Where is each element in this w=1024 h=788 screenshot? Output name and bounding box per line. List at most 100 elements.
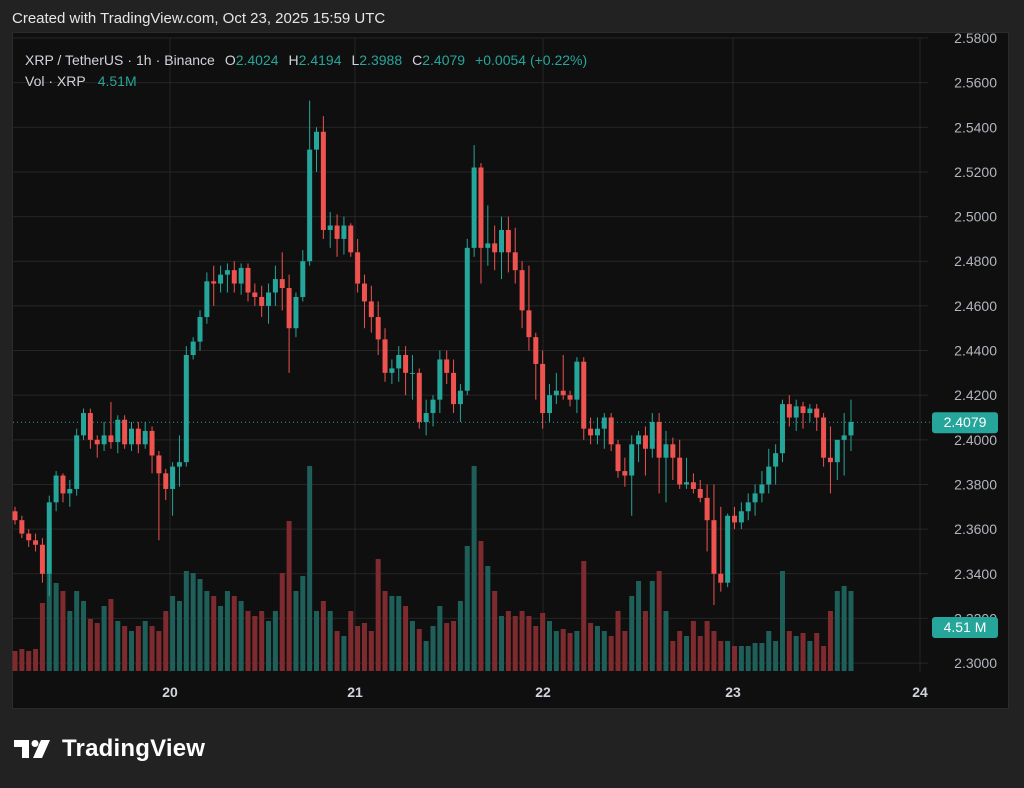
candle[interactable]: [94, 435, 100, 458]
candle[interactable]: [492, 225, 498, 271]
candle[interactable]: [348, 223, 354, 257]
candle[interactable]: [19, 515, 25, 539]
candle[interactable]: [245, 263, 251, 302]
candle[interactable]: [437, 350, 443, 414]
candle[interactable]: [218, 265, 224, 293]
candle[interactable]: [588, 417, 594, 445]
candle[interactable]: [821, 413, 827, 467]
candle[interactable]: [211, 265, 217, 306]
candle[interactable]: [732, 506, 738, 530]
candle[interactable]: [574, 357, 580, 414]
candle[interactable]: [238, 263, 244, 295]
candle[interactable]: [375, 301, 381, 355]
candle[interactable]: [471, 145, 477, 257]
candle[interactable]: [409, 355, 415, 400]
candle[interactable]: [170, 462, 176, 516]
candle[interactable]: [827, 426, 833, 494]
candle[interactable]: [341, 216, 347, 255]
candle[interactable]: [272, 265, 278, 306]
candle[interactable]: [142, 421, 148, 449]
candle[interactable]: [526, 265, 532, 351]
candle[interactable]: [320, 116, 326, 239]
candle[interactable]: [485, 205, 491, 266]
candle[interactable]: [629, 435, 635, 516]
candle[interactable]: [67, 480, 73, 507]
candle[interactable]: [307, 100, 313, 266]
candle[interactable]: [396, 346, 402, 382]
candle[interactable]: [807, 404, 813, 422]
candle[interactable]: [135, 421, 141, 454]
candle[interactable]: [553, 372, 559, 405]
candle[interactable]: [512, 227, 518, 284]
candle[interactable]: [293, 292, 299, 338]
candle[interactable]: [108, 401, 114, 449]
candle[interactable]: [403, 346, 409, 396]
candle[interactable]: [204, 272, 210, 324]
candle[interactable]: [39, 538, 45, 583]
candle[interactable]: [848, 399, 854, 451]
candle[interactable]: [478, 163, 484, 284]
candle[interactable]: [745, 493, 751, 521]
candle[interactable]: [128, 421, 134, 451]
candle[interactable]: [766, 448, 772, 494]
candle[interactable]: [779, 399, 785, 463]
candle[interactable]: [711, 484, 717, 606]
candle[interactable]: [451, 359, 457, 414]
candle[interactable]: [74, 428, 80, 496]
candle[interactable]: [26, 529, 32, 547]
interval-label[interactable]: 1h: [135, 52, 152, 68]
candle[interactable]: [81, 408, 87, 440]
candle[interactable]: [87, 408, 93, 449]
candle[interactable]: [608, 413, 614, 451]
candle[interactable]: [444, 350, 450, 385]
candle[interactable]: [286, 274, 292, 373]
candle[interactable]: [752, 484, 758, 516]
candle[interactable]: [149, 426, 155, 474]
candle[interactable]: [615, 439, 621, 478]
candle[interactable]: [430, 395, 436, 427]
candle[interactable]: [156, 450, 162, 541]
candle[interactable]: [122, 415, 128, 449]
candle[interactable]: [793, 399, 799, 431]
candle[interactable]: [546, 384, 552, 422]
candle[interactable]: [759, 471, 765, 503]
candle[interactable]: [567, 390, 573, 407]
candle[interactable]: [786, 395, 792, 427]
candle[interactable]: [46, 495, 52, 597]
candle[interactable]: [800, 401, 806, 429]
candle[interactable]: [423, 399, 429, 436]
candle[interactable]: [725, 513, 731, 588]
candle[interactable]: [334, 214, 340, 257]
candle[interactable]: [252, 283, 258, 306]
candle[interactable]: [224, 263, 230, 293]
candle[interactable]: [368, 285, 374, 333]
candle[interactable]: [663, 430, 669, 503]
candle[interactable]: [12, 506, 18, 525]
candle[interactable]: [519, 261, 525, 329]
candle[interactable]: [314, 127, 320, 172]
candle[interactable]: [704, 484, 710, 552]
candle[interactable]: [738, 502, 744, 530]
candle[interactable]: [382, 328, 388, 382]
candle[interactable]: [601, 413, 607, 449]
candle[interactable]: [53, 471, 59, 512]
candle[interactable]: [773, 444, 779, 485]
candle[interactable]: [163, 468, 169, 501]
candle[interactable]: [60, 473, 66, 503]
candle[interactable]: [300, 250, 306, 302]
candle[interactable]: [581, 357, 587, 440]
tradingview-brand[interactable]: TradingView: [14, 735, 205, 763]
candle[interactable]: [718, 506, 724, 592]
candle[interactable]: [183, 346, 189, 467]
candle[interactable]: [197, 310, 203, 351]
candle[interactable]: [697, 480, 703, 503]
candle[interactable]: [115, 415, 121, 454]
candle[interactable]: [670, 437, 676, 481]
candle[interactable]: [533, 332, 539, 400]
candle[interactable]: [649, 413, 655, 458]
candle[interactable]: [560, 355, 566, 400]
candle[interactable]: [841, 413, 847, 476]
candle[interactable]: [101, 421, 107, 451]
candle[interactable]: [266, 283, 272, 324]
candle[interactable]: [464, 238, 470, 396]
